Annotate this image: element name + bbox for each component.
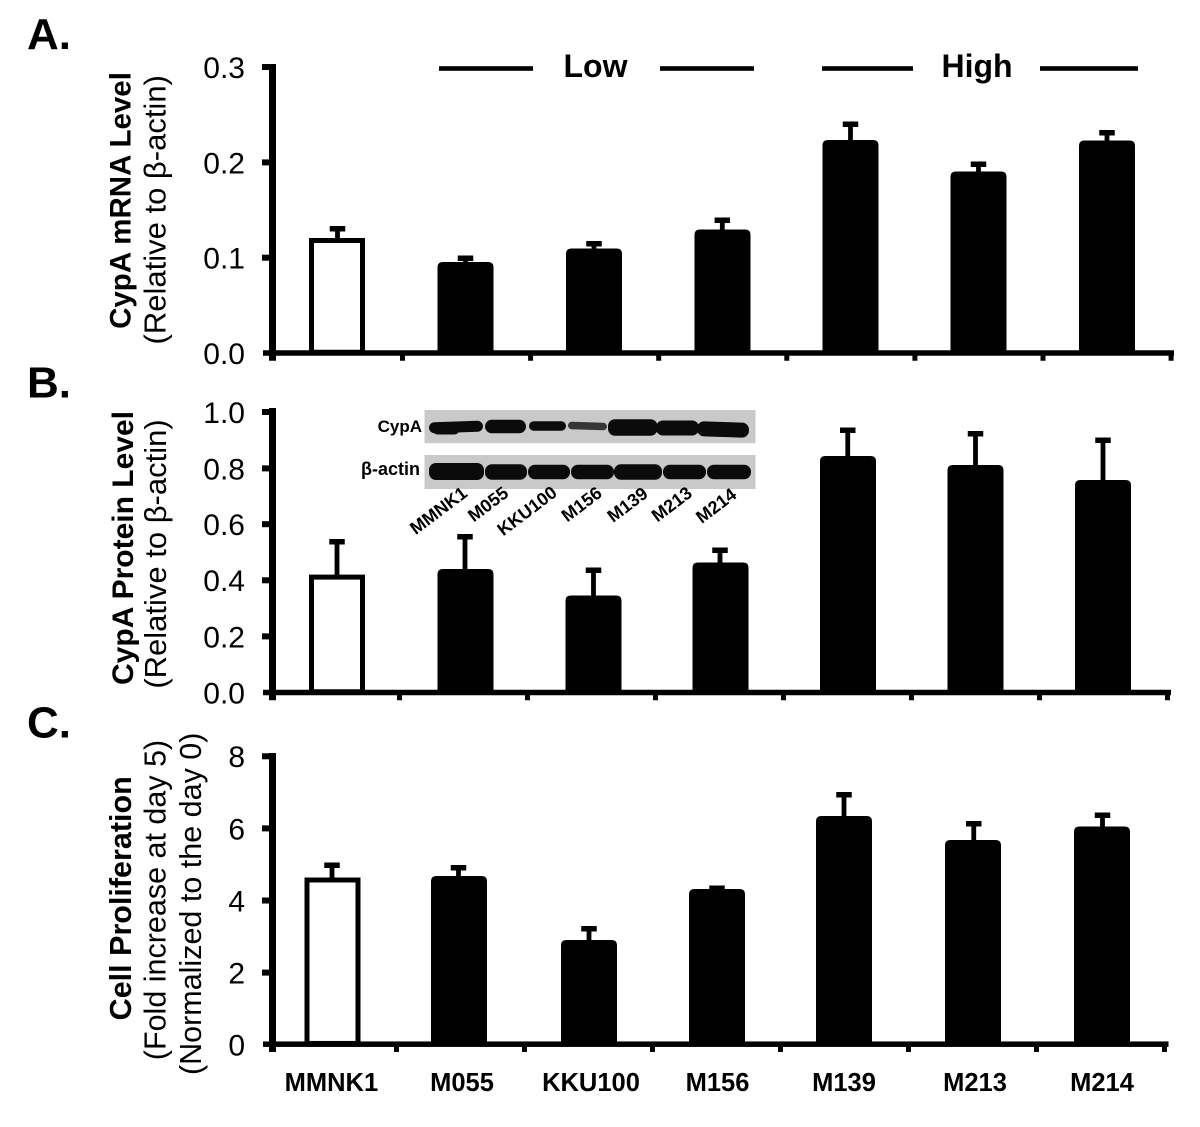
svg-text:β-actin: β-actin	[361, 459, 420, 479]
svg-text:0.2: 0.2	[203, 147, 245, 180]
svg-text:B.: B.	[27, 359, 71, 408]
svg-text:CypA mRNA Level: CypA mRNA Level	[105, 72, 138, 329]
svg-text:6: 6	[228, 813, 245, 846]
svg-text:0.2: 0.2	[203, 621, 245, 654]
svg-text:2: 2	[228, 958, 245, 991]
svg-text:M156: M156	[686, 1069, 750, 1097]
svg-text:0: 0	[228, 1030, 245, 1063]
svg-text:(Relative to β-actin): (Relative to β-actin)	[138, 419, 173, 688]
svg-text:(Normalized to the day 0): (Normalized to the day 0)	[174, 733, 208, 1075]
svg-text:KKU100: KKU100	[542, 1069, 640, 1097]
svg-text:MMNK1: MMNK1	[285, 1069, 379, 1097]
svg-text:0.6: 0.6	[203, 509, 245, 542]
svg-text:High: High	[941, 48, 1012, 84]
svg-text:0.0: 0.0	[203, 677, 245, 710]
svg-text:0.8: 0.8	[203, 453, 245, 486]
svg-text:0.3: 0.3	[203, 52, 245, 85]
svg-text:8: 8	[228, 741, 245, 774]
svg-text:0.1: 0.1	[203, 243, 245, 276]
svg-text:4: 4	[228, 885, 245, 918]
svg-text:0.4: 0.4	[203, 565, 245, 598]
svg-text:Low: Low	[564, 48, 628, 84]
svg-text:M139: M139	[812, 1069, 876, 1097]
svg-text:0.0: 0.0	[203, 338, 245, 371]
svg-text:A.: A.	[27, 10, 71, 59]
svg-text:C.: C.	[27, 699, 71, 748]
svg-text:M214: M214	[1070, 1069, 1135, 1097]
svg-text:CypA Protein Level: CypA Protein Level	[107, 411, 140, 685]
svg-text:M213: M213	[943, 1069, 1007, 1097]
svg-text:M055: M055	[430, 1069, 494, 1097]
svg-text:(Fold increase at day 5): (Fold increase at day 5)	[139, 740, 173, 1060]
svg-text:1.0: 1.0	[203, 397, 245, 430]
svg-text:(Relative to β-actin): (Relative to β-actin)	[138, 75, 173, 344]
svg-text:CypA: CypA	[378, 417, 422, 436]
svg-text:Cell Proliferation: Cell Proliferation	[104, 776, 138, 1020]
